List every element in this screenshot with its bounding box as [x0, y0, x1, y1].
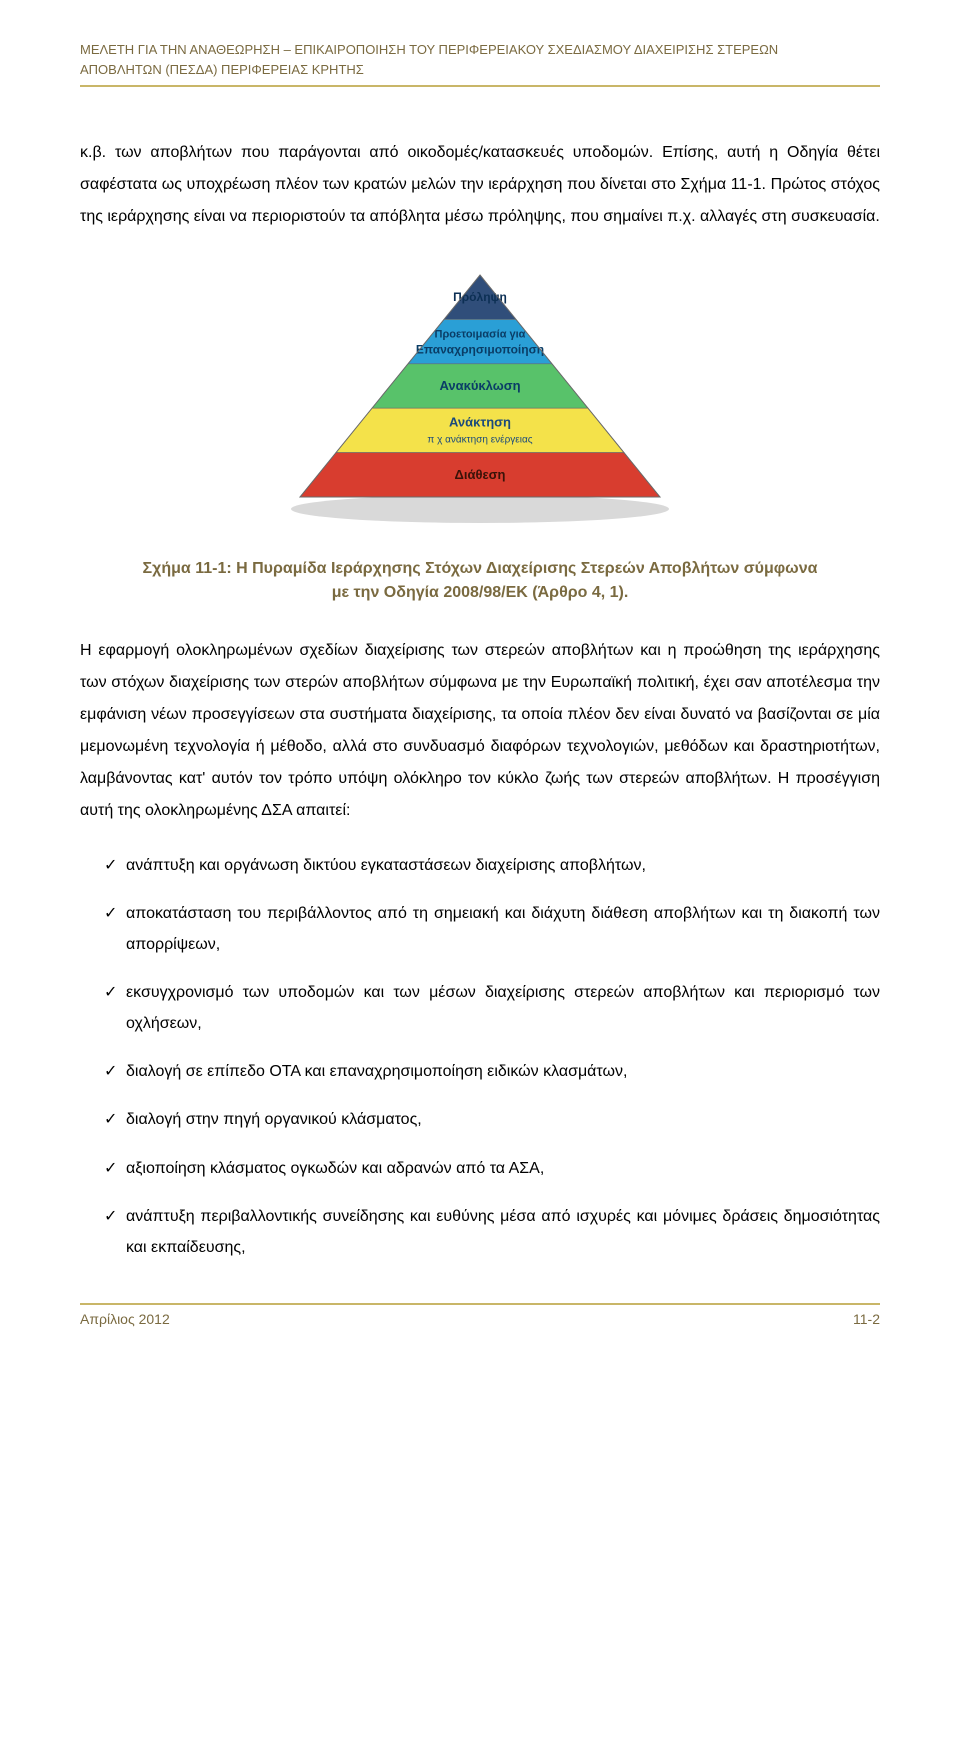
checkmark-icon: ✓	[80, 978, 126, 1008]
list-item: ✓αποκατάσταση του περιβάλλοντος από τη σ…	[80, 899, 880, 960]
svg-text:Επαναχρησιμοποίηση: Επαναχρησιμοποίηση	[416, 343, 544, 357]
footer-page-number: 11-2	[853, 1311, 880, 1327]
checkmark-icon: ✓	[80, 851, 126, 881]
list-item-text: διαλογή σε επίπεδο ΟΤΑ και επαναχρησιμοπ…	[126, 1057, 880, 1087]
pyramid-figure: Πρόληψη Προετοιμασία για Επαναχρησιμοποίησ…	[80, 257, 880, 527]
svg-text:Διάθεση: Διάθεση	[455, 467, 506, 482]
list-item: ✓διαλογή σε επίπεδο ΟΤΑ και επαναχρησιμο…	[80, 1057, 880, 1087]
checkmark-icon: ✓	[80, 1154, 126, 1184]
checkmark-icon: ✓	[80, 899, 126, 929]
list-item-text: αποκατάσταση του περιβάλλοντος από τη ση…	[126, 899, 880, 960]
svg-text:Πρόληψη: Πρόληψη	[453, 290, 507, 304]
list-item: ✓ανάπτυξη περιβαλλοντικής συνείδησης και…	[80, 1202, 880, 1263]
body-paragraph-1: κ.β. των αποβλήτων που παράγονται από οι…	[80, 137, 880, 233]
checkmark-icon: ✓	[80, 1105, 126, 1135]
footer-date: Απρίλιος 2012	[80, 1311, 170, 1327]
svg-text:Ανακύκλωση: Ανακύκλωση	[439, 378, 520, 393]
svg-text:Προετοιμασία για: Προετοιμασία για	[435, 329, 526, 341]
checklist: ✓ανάπτυξη και οργάνωση δικτύου εγκαταστά…	[80, 851, 880, 1263]
checkmark-icon: ✓	[80, 1057, 126, 1087]
header-line-1: ΜΕΛΕΤΗ ΓΙΑ ΤΗΝ ΑΝΑΘΕΩΡΗΣΗ – ΕΠΙΚΑΙΡΟΠΟΙΗ…	[80, 40, 880, 60]
list-item: ✓εκσυγχρονισμό των υποδομών και των μέσω…	[80, 978, 880, 1039]
list-item: ✓ανάπτυξη και οργάνωση δικτύου εγκαταστά…	[80, 851, 880, 881]
pyramid-diagram: Πρόληψη Προετοιμασία για Επαναχρησιμοποίησ…	[280, 257, 680, 527]
document-header: ΜΕΛΕΤΗ ΓΙΑ ΤΗΝ ΑΝΑΘΕΩΡΗΣΗ – ΕΠΙΚΑΙΡΟΠΟΙΗ…	[80, 40, 880, 79]
list-item: ✓διαλογή στην πηγή οργανικού κλάσματος,	[80, 1105, 880, 1135]
list-item: ✓αξιοποίηση κλάσματος ογκωδών και αδρανώ…	[80, 1154, 880, 1184]
list-item-text: ανάπτυξη περιβαλλοντικής συνείδησης και …	[126, 1202, 880, 1263]
list-item-text: διαλογή στην πηγή οργανικού κλάσματος,	[126, 1105, 880, 1135]
list-item-text: ανάπτυξη και οργάνωση δικτύου εγκαταστάσ…	[126, 851, 880, 881]
page-footer: Απρίλιος 2012 11-2	[80, 1305, 880, 1327]
figure-caption: Σχήμα 11-1: Η Πυραμίδα Ιεράρχησης Στόχων…	[140, 557, 820, 605]
header-line-2: ΑΠΟΒΛΗΤΩΝ (ΠΕΣΔΑ) ΠΕΡΙΦΕΡΕΙΑΣ ΚΡΗΤΗΣ	[80, 60, 880, 80]
list-item-text: αξιοποίηση κλάσματος ογκωδών και αδρανών…	[126, 1154, 880, 1184]
header-divider	[80, 85, 880, 87]
checkmark-icon: ✓	[80, 1202, 126, 1232]
body-paragraph-2: Η εφαρμογή ολοκληρωμένων σχεδίων διαχείρ…	[80, 635, 880, 827]
svg-text:π χ ανάκτηση ενέργειας: π χ ανάκτηση ενέργειας	[427, 433, 532, 445]
list-item-text: εκσυγχρονισμό των υποδομών και των μέσων…	[126, 978, 880, 1039]
svg-text:Ανάκτηση: Ανάκτηση	[449, 414, 511, 429]
